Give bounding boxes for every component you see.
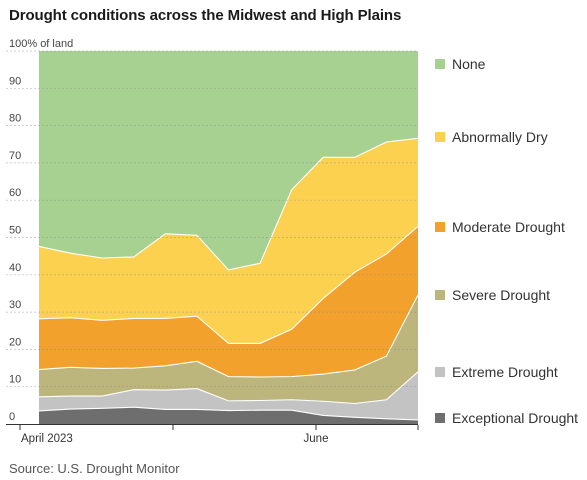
- legend-label: None: [452, 56, 486, 72]
- legend: None Abnormally Dry Moderate Drought Severe…: [435, 56, 578, 426]
- x-tick-label: April 2023: [21, 433, 73, 445]
- legend-item-extreme-drought: Extreme Drought: [435, 364, 558, 380]
- y-tick-label: 70: [9, 150, 21, 162]
- area-severe-drought: [39, 294, 418, 404]
- separator-exceptional-drought: [38, 406, 419, 421]
- legend-item-moderate-drought: Moderate Drought: [435, 219, 565, 235]
- separator-abnormally-dry: [38, 137, 419, 271]
- area-moderate-drought: [39, 226, 418, 377]
- legend-item-exceptional-drought: Exceptional Drought: [435, 410, 578, 426]
- legend-item-severe-drought: Severe Drought: [435, 287, 550, 303]
- y-tick-label: 50: [9, 225, 21, 237]
- legend-label: Moderate Drought: [452, 219, 565, 235]
- legend-label: Extreme Drought: [452, 364, 558, 380]
- x-axis: April 2023 June: [6, 424, 419, 445]
- legend-swatch: [435, 290, 445, 300]
- area-none: [39, 51, 418, 270]
- areas-layer: [39, 51, 418, 424]
- area-separators: [38, 137, 419, 421]
- y-tick-label: 10: [9, 374, 21, 386]
- source-note: Source: U.S. Drought Monitor: [9, 461, 180, 476]
- y-tick-label: 0: [9, 411, 15, 423]
- legend-label: Abnormally Dry: [452, 129, 548, 145]
- y-tick-label: 60: [9, 187, 21, 199]
- legend-item-none: None: [435, 56, 486, 72]
- separator-extreme-drought: [38, 371, 419, 405]
- legend-swatch: [435, 59, 445, 69]
- area-extreme-drought: [39, 371, 418, 420]
- area-exceptional-drought: [39, 407, 418, 424]
- y-axis: 0 10 20 30 40 50 60 70 80 90 100% of land: [9, 38, 73, 423]
- separator-severe-drought: [38, 294, 419, 378]
- legend-swatch: [435, 367, 445, 377]
- legend-label: Exceptional Drought: [452, 410, 578, 426]
- legend-label: Severe Drought: [452, 287, 550, 303]
- y-tick-label: 30: [9, 299, 21, 311]
- legend-swatch: [435, 222, 445, 232]
- x-tick-label: June: [304, 433, 329, 445]
- area-abnormally-dry: [39, 138, 418, 344]
- y-tick-label: 80: [9, 113, 21, 125]
- y-tick-label: 100% of land: [9, 38, 73, 50]
- legend-swatch: [435, 132, 445, 142]
- chart-title: Drought conditions across the Midwest an…: [9, 7, 402, 24]
- separator-moderate-drought: [38, 225, 419, 344]
- y-tick-label: 20: [9, 336, 21, 348]
- legend-item-abnormally-dry: Abnormally Dry: [435, 129, 548, 145]
- y-tick-label: 90: [9, 75, 21, 87]
- legend-swatch: [435, 413, 445, 423]
- grid-layer: [6, 50, 418, 388]
- y-tick-label: 40: [9, 262, 21, 274]
